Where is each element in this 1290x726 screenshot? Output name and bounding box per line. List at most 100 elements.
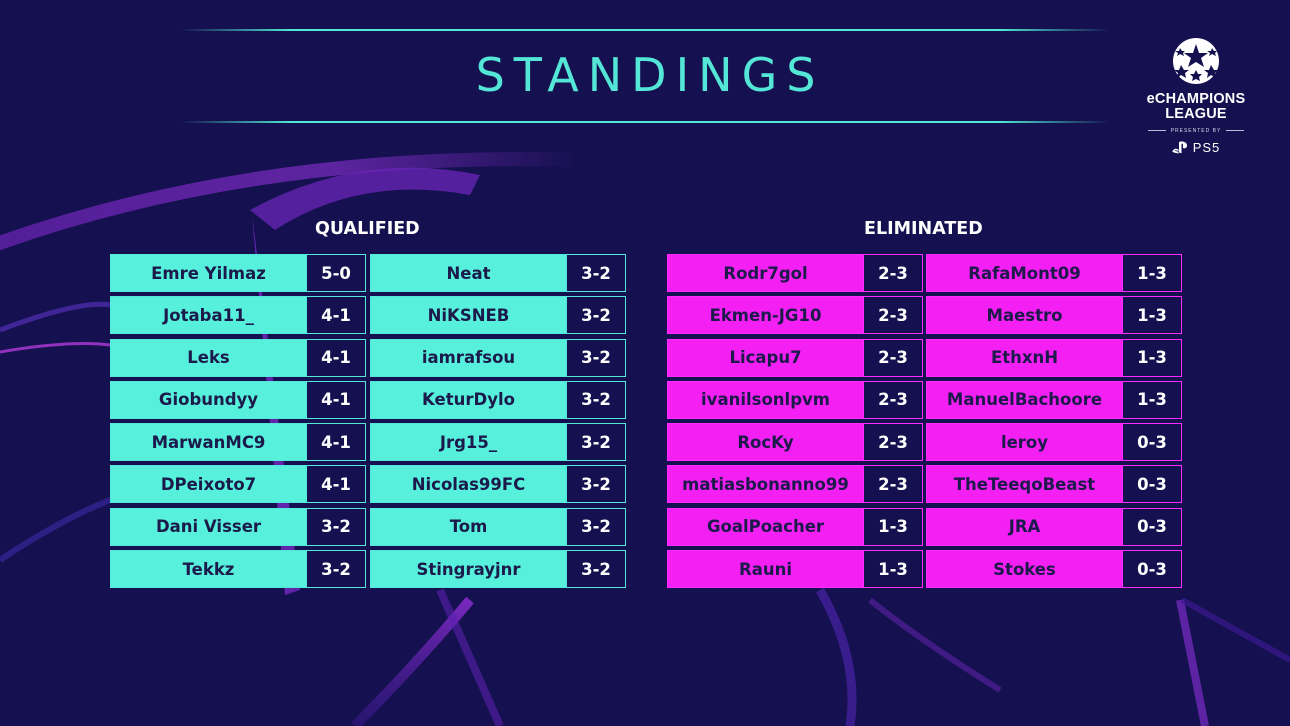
qualified-standing-row: Leks 4-1 bbox=[110, 338, 366, 377]
player-name: Maestro bbox=[927, 297, 1122, 334]
eliminated-standing-row: Rodr7gol 2-3 bbox=[667, 254, 923, 292]
eliminated-standing-row: ivanilsonlpvm 2-3 bbox=[667, 380, 923, 419]
player-record: 5-0 bbox=[306, 255, 365, 291]
player-name: KeturDylo bbox=[371, 381, 566, 418]
player-record: 3-2 bbox=[566, 508, 625, 545]
player-record: 2-3 bbox=[863, 255, 922, 291]
player-record: 2-3 bbox=[863, 466, 922, 503]
qualified-standing-row: Dani Visser 3-2 bbox=[110, 507, 366, 546]
qualified-standing-row: KeturDylo 3-2 bbox=[370, 380, 626, 419]
ps5-logo: PS5 bbox=[1136, 140, 1256, 155]
eliminated-standing-row: Rauni 1-3 bbox=[667, 550, 923, 589]
player-name: Jrg15_ bbox=[371, 424, 566, 461]
qualified-standing-row: Jrg15_ 3-2 bbox=[370, 423, 626, 462]
qualified-column-1: Emre Yilmaz 5-0 Jotaba11_ 4-1 Leks 4-1 Giobund… bbox=[110, 254, 366, 592]
player-name: Licapu7 bbox=[668, 339, 863, 376]
eliminated-standing-row: RafaMont09 1-3 bbox=[926, 254, 1182, 292]
player-record: 3-2 bbox=[566, 466, 625, 503]
player-record: 4-1 bbox=[306, 381, 365, 418]
player-name: Rauni bbox=[668, 551, 863, 588]
player-name: GoalPoacher bbox=[668, 508, 863, 545]
playstation-icon bbox=[1171, 141, 1187, 154]
eliminated-standing-row: RocKy 2-3 bbox=[667, 423, 923, 462]
player-name: DPeixoto7 bbox=[111, 466, 306, 503]
player-name: Leks bbox=[111, 339, 306, 376]
player-record: 2-3 bbox=[863, 424, 922, 461]
eliminated-column-2: RafaMont09 1-3 Maestro 1-3 EthxnH 1-3 ManuelBa… bbox=[926, 254, 1182, 592]
logo-name-line2: LEAGUE bbox=[1165, 106, 1227, 122]
player-name: iamrafsou bbox=[371, 339, 566, 376]
qualified-heading: QUALIFIED bbox=[315, 219, 420, 239]
eliminated-standing-row: leroy 0-3 bbox=[926, 423, 1182, 462]
player-record: 3-2 bbox=[306, 508, 365, 545]
qualified-standing-row: Nicolas99FC 3-2 bbox=[370, 465, 626, 504]
player-name: Tekkz bbox=[111, 551, 306, 588]
player-name: Stingrayjnr bbox=[371, 551, 566, 588]
qualified-standing-row: Jotaba11_ 4-1 bbox=[110, 296, 366, 335]
player-name: JRA bbox=[927, 508, 1122, 545]
eliminated-standing-row: Maestro 1-3 bbox=[926, 296, 1182, 335]
qualified-standing-row: Giobundyy 4-1 bbox=[110, 380, 366, 419]
player-name: ManuelBachoore bbox=[927, 381, 1122, 418]
player-name: matiasbonanno99 bbox=[668, 466, 863, 503]
player-name: Ekmen-JG10 bbox=[668, 297, 863, 334]
player-name: RafaMont09 bbox=[927, 255, 1122, 291]
player-record: 4-1 bbox=[306, 424, 365, 461]
player-name: Emre Yilmaz bbox=[111, 255, 306, 291]
header-bottom-rule bbox=[180, 121, 1110, 123]
player-record: 0-3 bbox=[1122, 466, 1181, 503]
eliminated-standing-row: GoalPoacher 1-3 bbox=[667, 507, 923, 546]
platform-label: PS5 bbox=[1192, 140, 1221, 155]
player-name: EthxnH bbox=[927, 339, 1122, 376]
player-name: Stokes bbox=[927, 551, 1122, 588]
player-record: 4-1 bbox=[306, 339, 365, 376]
player-name: RocKy bbox=[668, 424, 863, 461]
qualified-standing-row: Emre Yilmaz 5-0 bbox=[110, 254, 366, 292]
player-record: 3-2 bbox=[306, 551, 365, 588]
eliminated-standing-row: Stokes 0-3 bbox=[926, 550, 1182, 589]
presented-by-label: PRESENTED BY bbox=[1136, 128, 1256, 134]
eliminated-standing-row: TheTeeqoBeast 0-3 bbox=[926, 465, 1182, 504]
player-record: 0-3 bbox=[1122, 551, 1181, 588]
page-title: STANDINGS bbox=[475, 48, 825, 102]
player-name: Neat bbox=[371, 255, 566, 291]
player-name: Nicolas99FC bbox=[371, 466, 566, 503]
logo-name-line1: eCHAMPIONS bbox=[1146, 91, 1246, 107]
header-top-rule bbox=[180, 29, 1110, 31]
player-record: 0-3 bbox=[1122, 508, 1181, 545]
qualified-standing-row: NiKSNEB 3-2 bbox=[370, 296, 626, 335]
player-record: 3-2 bbox=[566, 339, 625, 376]
eliminated-heading: ELIMINATED bbox=[864, 219, 983, 239]
player-record: 1-3 bbox=[1122, 255, 1181, 291]
eliminated-standing-row: matiasbonanno99 2-3 bbox=[667, 465, 923, 504]
player-record: 3-2 bbox=[566, 424, 625, 461]
eliminated-standing-row: Ekmen-JG10 2-3 bbox=[667, 296, 923, 335]
player-name: Giobundyy bbox=[111, 381, 306, 418]
player-record: 3-2 bbox=[566, 297, 625, 334]
player-record: 1-3 bbox=[1122, 381, 1181, 418]
player-record: 1-3 bbox=[863, 551, 922, 588]
eliminated-column-1: Rodr7gol 2-3 Ekmen-JG10 2-3 Licapu7 2-3 ivanil… bbox=[667, 254, 923, 592]
player-name: Dani Visser bbox=[111, 508, 306, 545]
qualified-standing-row: Tom 3-2 bbox=[370, 507, 626, 546]
player-name: NiKSNEB bbox=[371, 297, 566, 334]
qualified-standing-row: Neat 3-2 bbox=[370, 254, 626, 292]
starball-icon bbox=[1173, 38, 1219, 84]
player-record: 2-3 bbox=[863, 339, 922, 376]
eliminated-standing-row: ManuelBachoore 1-3 bbox=[926, 380, 1182, 419]
player-record: 4-1 bbox=[306, 297, 365, 334]
player-record: 3-2 bbox=[566, 551, 625, 588]
player-name: Jotaba11_ bbox=[111, 297, 306, 334]
player-name: TheTeeqoBeast bbox=[927, 466, 1122, 503]
eliminated-standing-row: Licapu7 2-3 bbox=[667, 338, 923, 377]
player-record: 1-3 bbox=[1122, 339, 1181, 376]
player-name: Rodr7gol bbox=[668, 255, 863, 291]
player-record: 2-3 bbox=[863, 381, 922, 418]
echampions-league-logo: eCHAMPIONS LEAGUE PRESENTED BY PS5 bbox=[1136, 36, 1256, 155]
qualified-standing-row: DPeixoto7 4-1 bbox=[110, 465, 366, 504]
eliminated-standing-row: JRA 0-3 bbox=[926, 507, 1182, 546]
qualified-standing-row: Tekkz 3-2 bbox=[110, 550, 366, 589]
qualified-standing-row: iamrafsou 3-2 bbox=[370, 338, 626, 377]
qualified-column-2: Neat 3-2 NiKSNEB 3-2 iamrafsou 3-2 KeturDylo 3-… bbox=[370, 254, 626, 592]
player-record: 3-2 bbox=[566, 381, 625, 418]
